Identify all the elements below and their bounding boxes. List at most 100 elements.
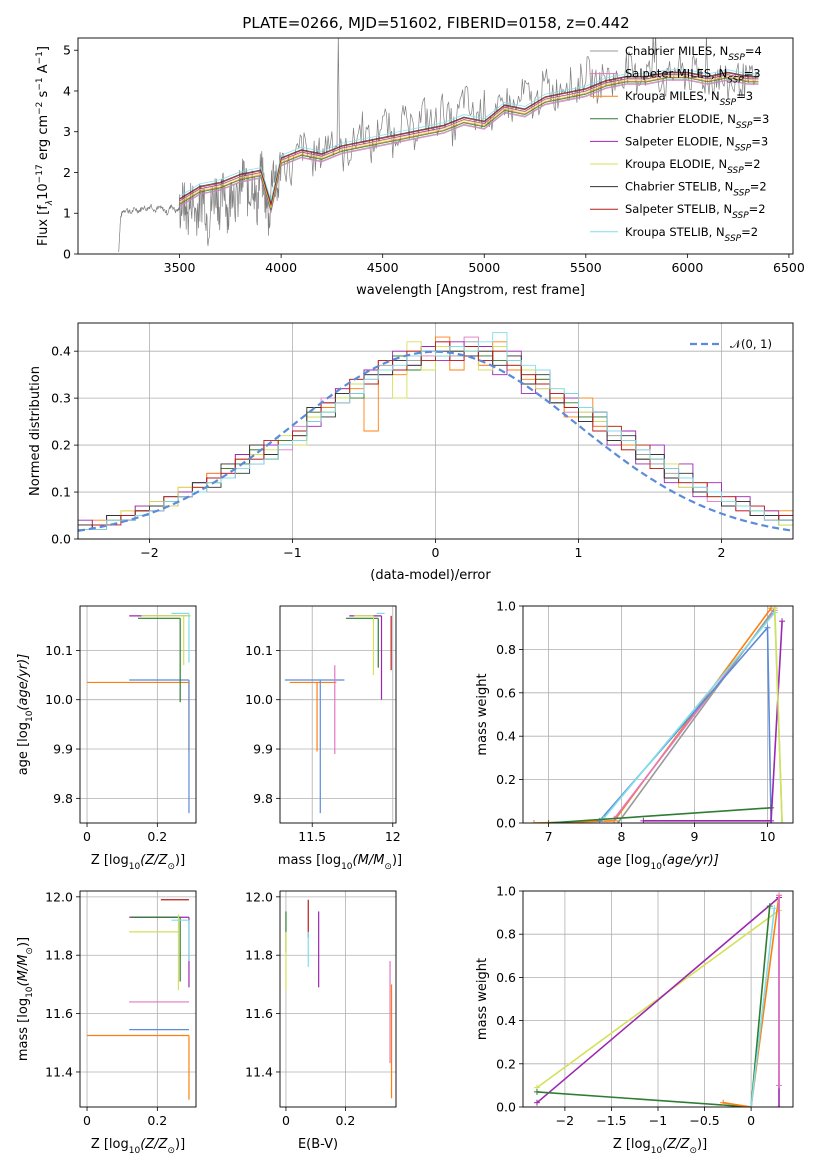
x-tick-label: 5500: [570, 260, 602, 275]
x-tick-label: 7: [545, 829, 553, 844]
model-fit-line: [179, 75, 759, 209]
label-part: SSP: [727, 166, 744, 176]
y-tick-label: 0: [63, 247, 71, 262]
label-part: N: [718, 157, 727, 171]
legend-entry: Salpeter MILES, NSSP=3: [625, 67, 761, 86]
y-tick-label: 12.0: [45, 889, 73, 904]
x-tick-label: 4500: [367, 260, 399, 275]
label-part: Kroupa MILES,: [625, 89, 711, 103]
weight-lines: [533, 892, 783, 1107]
label-part: =2: [744, 157, 761, 171]
model-fit-line: [179, 69, 759, 202]
y-tick-label: 0.8: [496, 927, 516, 942]
y-tick-label: 4: [63, 83, 71, 98]
label-part: (age/yr)]: [16, 654, 31, 711]
label-part: N: [720, 44, 729, 58]
label-part: SSP: [720, 98, 737, 108]
label-part: ⊙: [167, 862, 175, 872]
label-part: N: [718, 67, 727, 81]
axes-frame: [77, 37, 794, 255]
label-part: (M/M: [353, 853, 385, 868]
label-part: Z [log: [91, 1137, 129, 1152]
y-tick-label: 11.8: [45, 948, 73, 963]
spectrum-lines: [118, 38, 759, 253]
observed-spectrum: [118, 38, 758, 253]
axes-frame: [279, 890, 397, 1108]
y-axis-label: mass weight: [475, 673, 490, 755]
x-tick-label: 12: [385, 829, 401, 844]
model-fit-line: [179, 72, 759, 206]
y-tick-label: 0.6: [496, 970, 516, 985]
axes: −2 −1 0 1 2 0.0 0.1 0.2 0.3 0.4 (data-model)/error…: [28, 322, 794, 583]
label-part: Salpeter MILES,: [625, 67, 718, 81]
y-tick-label: 10.1: [45, 643, 73, 658]
legend-entry: Kroupa ELODIE, NSSP=2: [625, 157, 761, 176]
weight-line: [536, 906, 771, 1107]
model-fit-line: [179, 71, 759, 205]
legend-entry: 𝒩(0, 1): [730, 337, 772, 351]
axes-frame: [79, 890, 197, 1108]
y-tick-label: 10.0: [245, 692, 273, 707]
y-tick-label: 0.2: [496, 772, 516, 787]
x-tick-label: −1: [283, 545, 301, 560]
y-tick-label: 0.8: [496, 642, 516, 657]
error-crosses: [87, 899, 190, 1100]
axes: 3500 4000 4500 5000 5500 6000 6500 0 1 2 3 4 5 wavele…: [35, 37, 805, 298]
label-part: −1: [35, 77, 45, 90]
y-tick-label: 0.2: [496, 1056, 516, 1071]
label-part: 10: [36, 183, 51, 200]
label-part: )]: [175, 1137, 185, 1152]
x-tick-label: −2: [556, 1113, 574, 1128]
label-part: )]: [16, 937, 31, 947]
weight-line: [774, 608, 783, 823]
y-tick-label: 0.0: [51, 532, 71, 547]
label-part: =3: [751, 134, 768, 148]
y-tick-label: 12.0: [245, 889, 273, 904]
label-part: (Z/Z: [662, 1137, 690, 1152]
y-axis-label: mass weight: [475, 958, 490, 1040]
label-part: N: [727, 112, 736, 126]
legend-entry: Chabrier STELIB, NSSP=2: [625, 180, 767, 199]
label-part: mass [log: [278, 853, 341, 868]
x-tick-label: 11.5: [298, 829, 326, 844]
label-part: erg cm: [36, 115, 51, 164]
axes: −2 −1.5 −1 −0.5 0 0.0 0.2 0.4 0.6 0.8 1.0 Z [log10(…: [475, 884, 794, 1156]
label-part: SSP: [727, 76, 744, 86]
y-tick-label: 0.4: [51, 344, 71, 359]
label-part: =3: [752, 112, 769, 126]
axes-frame: [522, 605, 794, 824]
y-tick-label: 11.6: [245, 1006, 273, 1021]
y-axis-label: Flux [fλ10−17 erg cm−2 s−1 A−1]: [35, 46, 55, 246]
label-part: age [log: [597, 853, 650, 868]
label-part: (Z/Z: [140, 853, 168, 868]
y-tick-label: 10.0: [45, 692, 73, 707]
axes-frame: [522, 890, 794, 1108]
label-part: 10: [129, 1146, 141, 1156]
y-tick-label: 3: [63, 124, 71, 139]
x-axis-label: mass [log10(M/M⊙)]: [278, 853, 402, 872]
label-part: Salpeter STELIB,: [625, 202, 723, 216]
x-axis-label: Z [log10(Z/Z⊙)]: [91, 853, 185, 872]
label-part: SSP: [725, 234, 742, 244]
label-part: =3: [744, 67, 761, 81]
label-part: 10: [25, 710, 35, 722]
x-tick-label: 4000: [265, 260, 297, 275]
y-tick-label: 0.0: [496, 1100, 516, 1115]
error-crosses: [87, 612, 191, 814]
label-part: Chabrier ELODIE,: [625, 112, 727, 126]
histograms: [78, 331, 793, 532]
y-tick-label: 1: [63, 206, 71, 221]
x-tick-label: 0: [282, 1113, 290, 1128]
axes: 0 0.2 11.4 11.6 11.8 12.0 E(B-V): [245, 889, 397, 1152]
x-tick-label: 9: [691, 829, 699, 844]
label-part: SSP: [728, 53, 745, 63]
label-part: Chabrier MILES,: [625, 44, 720, 58]
label-part: 10: [25, 986, 35, 998]
label-part: Flux [f: [36, 205, 51, 246]
x-tick-label: −0.5: [689, 1113, 719, 1128]
x-axis-label: Z [log10(Z/Z⊙)]: [613, 1137, 707, 1156]
legend-entry: Chabrier ELODIE, NSSP=3: [625, 112, 769, 131]
y-tick-label: 11.4: [245, 1064, 273, 1079]
